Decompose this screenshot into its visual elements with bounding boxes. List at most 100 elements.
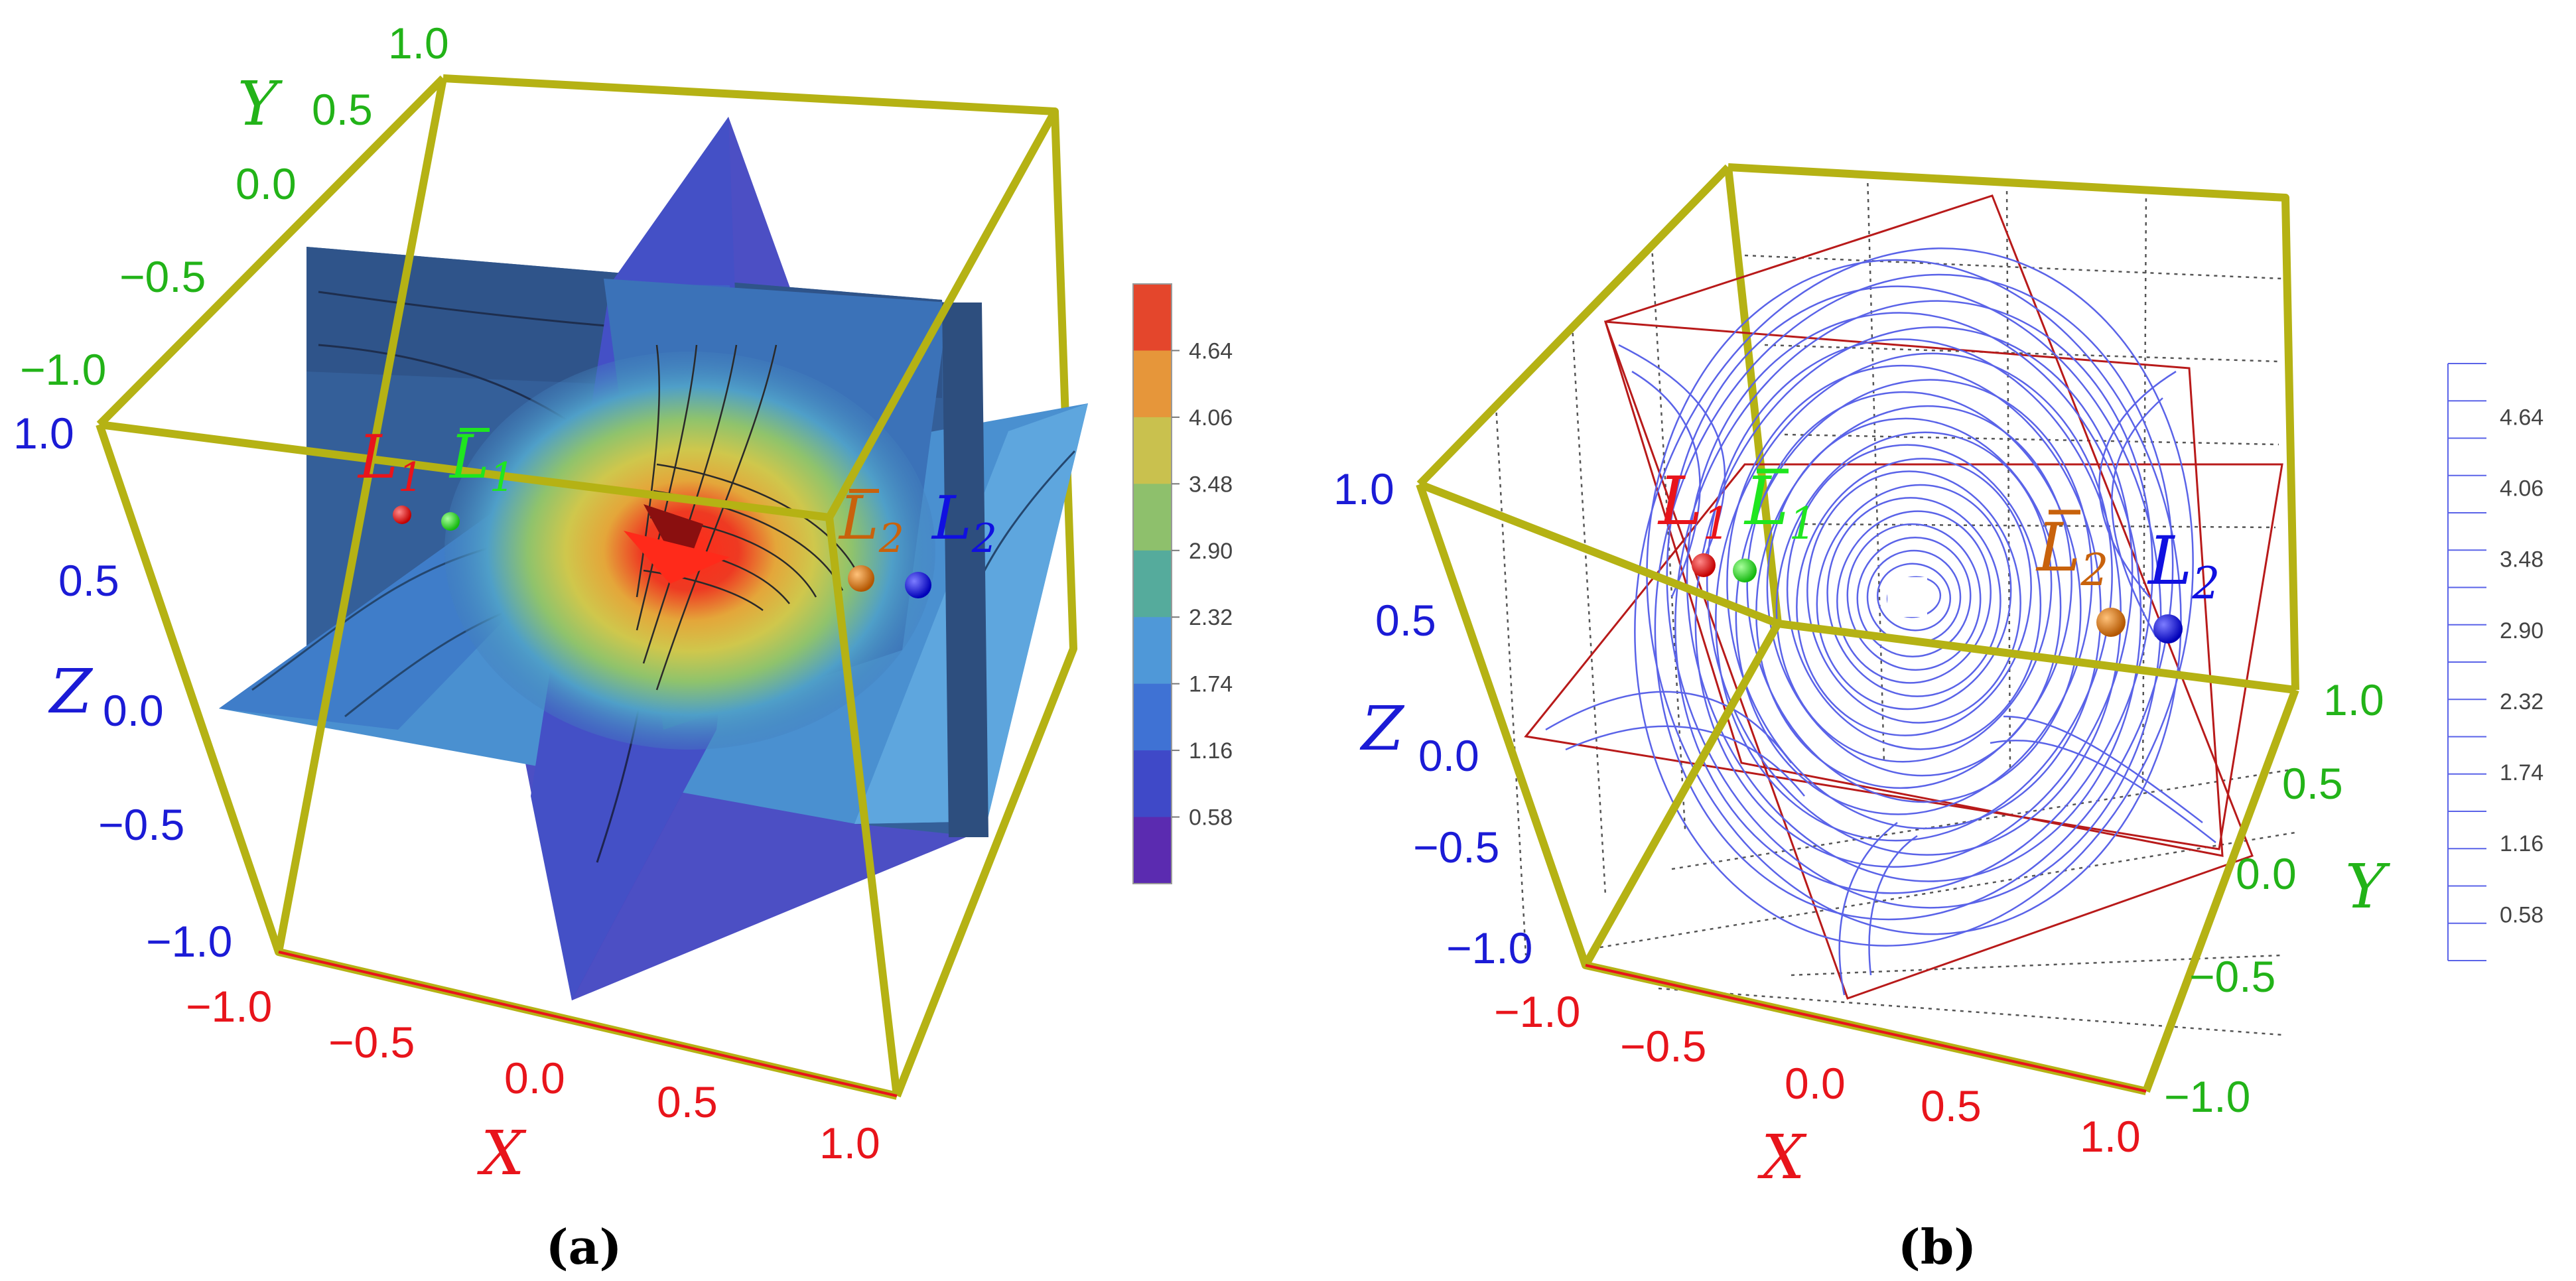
contour-arc	[2111, 397, 2163, 638]
color-bar-segment	[1133, 284, 1172, 351]
contour-arc	[1868, 835, 1918, 976]
contour-line	[1786, 444, 2042, 750]
label-L2-b: L2	[2147, 522, 2220, 609]
contour-arc	[1565, 725, 1805, 797]
x-axis-line-a	[278, 951, 898, 1097]
z-tick-a: −1.0	[146, 917, 232, 966]
point-L2-b	[2153, 614, 2183, 643]
color-bar-segment	[1133, 350, 1172, 418]
contour-line	[1856, 536, 1972, 658]
contour-lines-b	[1545, 247, 2216, 996]
panel-label-a: (a)	[546, 1219, 622, 1275]
contour-core-a	[444, 279, 949, 750]
z-tick-b: −1.0	[1446, 923, 1532, 973]
point-L2bar-b	[2096, 608, 2126, 637]
contour-arc	[1545, 691, 1793, 764]
contour-line	[1796, 458, 2032, 736]
y-tick-b: −1.0	[2164, 1072, 2250, 1121]
x-ticks-a: −1.0 −0.5 0.0 0.5 1.0	[186, 982, 880, 1168]
contour-line	[1674, 300, 2153, 894]
contour-line	[1775, 431, 2053, 763]
y-tick-a: 0.5	[312, 85, 373, 134]
contour-line	[1806, 470, 2021, 724]
point-L2bar-a	[848, 565, 874, 592]
y-tick-a: 0.0	[236, 159, 297, 208]
contour-line	[1846, 523, 1982, 671]
color-bar-tick-label: 1.16	[1189, 738, 1233, 764]
panel-a: L1 L1 L2 L2 1.0 0.5 0.0 −0.5 −1.0 Y 1.0 …	[13, 19, 1233, 1275]
x-tick-b: −0.5	[1620, 1022, 1706, 1071]
contour-line	[1686, 312, 2142, 882]
color-bar-a: 4.64 4.06 3.48 2.90 2.32 1.74 1.16 0.58	[1132, 283, 1233, 884]
x-axis-label-b: X	[1757, 1122, 1807, 1193]
x-tick-a: 1.0	[819, 1118, 880, 1168]
y-tick-b: −0.5	[2189, 952, 2275, 1001]
legend-bar-tick-label: 1.74	[2500, 760, 2543, 785]
contour-line	[1634, 247, 2194, 947]
x-tick-a: −1.0	[186, 982, 272, 1031]
panel-label-b: (b)	[1898, 1219, 1976, 1275]
color-bar-tick-label: 4.06	[1189, 405, 1233, 431]
color-bar-segment	[1133, 683, 1172, 751]
contour-line	[1646, 259, 2182, 935]
color-bar-tick-label: 2.32	[1189, 605, 1233, 630]
z-tick-a: 0.0	[103, 686, 164, 735]
contour-arc	[1631, 370, 1701, 598]
contour-line	[1826, 497, 2001, 697]
color-bar-tick-label: 4.64	[1189, 338, 1233, 364]
point-L1bar-a	[441, 512, 460, 531]
color-bar-tick-label: 2.90	[1189, 539, 1233, 564]
legend-bar-tick-label: 0.58	[2500, 902, 2543, 927]
contour-line	[1876, 563, 1952, 632]
color-bar-segment	[1133, 617, 1172, 685]
x-tick-b: 0.5	[1921, 1081, 1982, 1130]
contour-line	[1694, 326, 2134, 868]
y-tick-b: 0.5	[2282, 759, 2343, 808]
z-tick-a: −0.5	[98, 800, 184, 849]
contour-line	[1726, 364, 2102, 830]
color-bar-segment	[1133, 550, 1172, 618]
x-tick-b: 0.0	[1785, 1059, 1846, 1108]
y-tick-b: 1.0	[2323, 675, 2384, 724]
contour-line	[1755, 405, 2072, 789]
color-bar-segment	[1133, 817, 1172, 884]
contour-line	[1666, 285, 2162, 909]
z-tick-a: 1.0	[13, 409, 74, 458]
contour-arc	[1990, 740, 2216, 843]
color-bar-tick-label: 1.74	[1189, 672, 1233, 697]
box-back-edges-b	[1416, 163, 2299, 691]
label-L2bar-b: L2	[2035, 509, 2108, 596]
x-tick-a: 0.5	[657, 1077, 718, 1126]
label-L1bar-b: L1	[1743, 462, 1816, 549]
legend-bar-tick-label: 4.06	[2500, 476, 2543, 502]
contour-line	[1715, 352, 2113, 842]
point-L1bar-b	[1733, 559, 1757, 582]
z-ticks-a: 1.0 0.5 0.0 −0.5 −1.0	[13, 409, 232, 966]
y-axis-label-a: Y	[237, 68, 283, 139]
label-L2-a: L2	[931, 484, 997, 562]
y-ticks-a: 1.0 0.5 0.0 −0.5 −1.0	[20, 19, 449, 394]
contour-core-gap	[1887, 577, 1927, 617]
x-axis-line-b	[1585, 964, 2147, 1093]
z-tick-b: −0.5	[1413, 823, 1499, 872]
label-L1bar-a: L1	[448, 423, 515, 501]
color-bar-segment	[1133, 484, 1172, 551]
legend-bar-tick-label: 4.64	[2500, 405, 2543, 430]
z-axis-label-b: Z	[1359, 693, 1405, 764]
y-tick-a: −0.5	[119, 252, 206, 301]
y-ticks-b: 1.0 0.5 0.0 −0.5 −1.0	[2164, 675, 2384, 1121]
legend-bar-tick-label: 2.32	[2500, 689, 2543, 714]
z-tick-b: 1.0	[1333, 464, 1394, 513]
contour-line	[1746, 391, 2082, 803]
contour-line	[1836, 510, 1992, 684]
color-bar-segment	[1133, 750, 1172, 818]
legend-bar-tick-label: 3.48	[2500, 547, 2543, 573]
y-tick-a: 1.0	[388, 19, 449, 68]
x-tick-a: −0.5	[328, 1018, 415, 1067]
contour-line	[1816, 484, 2012, 710]
label-L1-b: L1	[1657, 462, 1730, 549]
x-ticks-b: −1.0 −0.5 0.0 0.5 1.0	[1494, 987, 2141, 1161]
x-tick-a: 0.0	[504, 1053, 565, 1103]
z-tick-b: 0.5	[1375, 596, 1436, 645]
